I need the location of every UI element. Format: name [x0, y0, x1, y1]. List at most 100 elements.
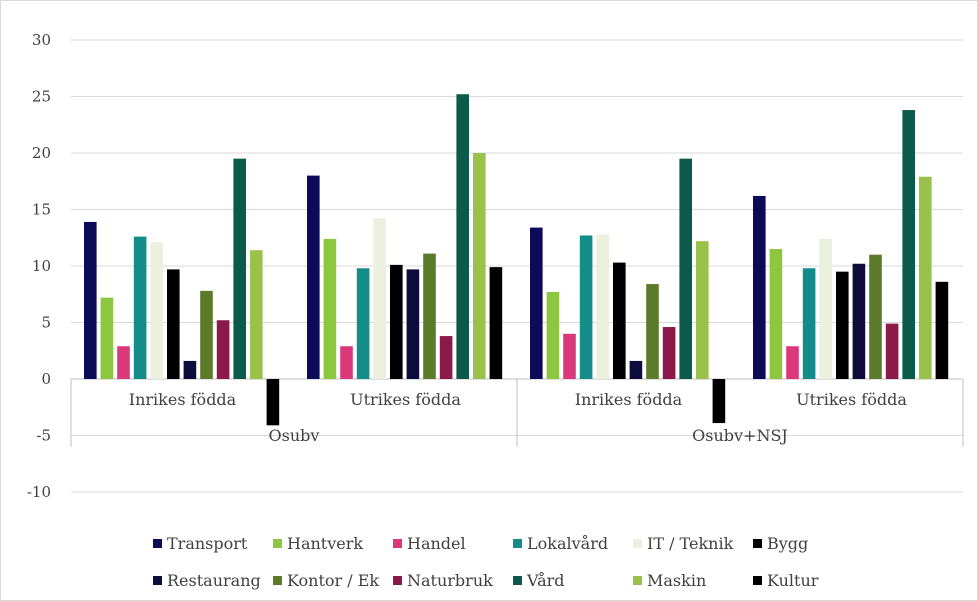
bar	[579, 235, 593, 379]
legend-row: Restaurang Kontor / Ek Naturbruk Vård Maskin…	[153, 562, 873, 599]
bar	[563, 333, 576, 379]
bar	[373, 218, 386, 379]
bar	[233, 158, 246, 379]
legend-label: Kontor / Ek	[287, 571, 380, 590]
legend-item: Lokalvård	[513, 534, 633, 553]
y-axis-ticks: -10 -5 0 5 10 15 20 25 30	[27, 31, 51, 501]
y-tick-label: 15	[32, 201, 51, 219]
legend-swatch	[153, 539, 162, 548]
legend-item: Naturbruk	[393, 571, 513, 590]
legend-swatch	[753, 539, 762, 548]
legend-label: Kultur	[767, 571, 819, 590]
bar	[489, 267, 503, 379]
bar	[307, 175, 320, 379]
category-label: Inrikes födda	[129, 390, 237, 409]
bar	[390, 264, 403, 379]
legend-item: IT / Teknik	[633, 534, 753, 553]
bar	[439, 336, 453, 379]
bar	[133, 236, 147, 379]
bar	[786, 346, 799, 379]
bar	[266, 379, 280, 426]
y-tick-label: -5	[36, 427, 51, 445]
bar	[216, 320, 230, 379]
legend-label: Hantverk	[287, 534, 364, 553]
legend-swatch	[273, 539, 282, 548]
y-tick-label: -10	[27, 483, 51, 501]
legend-item: Transport	[153, 534, 273, 553]
legend-swatch	[633, 576, 642, 585]
legend-item: Kontor / Ek	[273, 571, 393, 590]
legend-item: Kultur	[753, 571, 873, 590]
legend-item: Vård	[513, 571, 633, 590]
bar	[406, 269, 420, 379]
legend-swatch	[513, 576, 522, 585]
y-tick-label: 10	[32, 257, 51, 275]
bar	[769, 249, 783, 379]
bar	[919, 176, 932, 379]
legend-label: IT / Teknik	[647, 534, 734, 553]
bar	[902, 110, 915, 379]
group-label: Osubv+NSJ	[692, 426, 788, 445]
bar	[100, 297, 114, 379]
bar	[679, 158, 692, 379]
legend-swatch	[273, 576, 282, 585]
legend-label: Vård	[527, 571, 565, 590]
bar	[546, 291, 560, 379]
group-label: Osubv	[269, 426, 320, 445]
legend-swatch	[393, 539, 402, 548]
bar	[712, 379, 726, 424]
legend-item: Restaurang	[153, 571, 273, 590]
bars	[84, 94, 949, 426]
bar	[167, 269, 180, 379]
legend-swatch	[153, 576, 162, 585]
bar	[423, 253, 436, 379]
y-tick-label: 25	[32, 88, 51, 106]
bar	[356, 268, 370, 379]
legend-swatch	[393, 576, 402, 585]
bar	[530, 227, 543, 379]
bar	[646, 284, 659, 379]
bar	[200, 290, 213, 379]
bar	[323, 238, 337, 379]
bar	[869, 254, 882, 379]
legend-label: Restaurang	[167, 571, 261, 590]
bar	[802, 268, 816, 379]
bar	[852, 263, 866, 379]
legend-item: Handel	[393, 534, 513, 553]
bar	[250, 250, 263, 379]
bar	[456, 94, 469, 380]
bar	[473, 153, 486, 379]
bar	[885, 323, 899, 379]
bar	[935, 281, 949, 379]
bar	[836, 271, 849, 379]
bar	[819, 238, 832, 379]
y-tick-label: 0	[41, 370, 51, 388]
bar-chart: -10 -5 0 5 10 15 20 25 30 Inrikes födda Utrikes f…	[27, 31, 964, 501]
legend-swatch	[753, 576, 762, 585]
legend-label: Handel	[407, 534, 466, 553]
y-tick-label: 5	[41, 314, 51, 332]
legend-label: Naturbruk	[407, 571, 493, 590]
bar	[662, 327, 676, 379]
bar	[183, 360, 197, 379]
legend-item: Bygg	[753, 534, 873, 553]
bar	[84, 221, 97, 379]
category-label: Inrikes födda	[575, 390, 683, 409]
legend-label: Bygg	[767, 534, 809, 553]
bar	[753, 195, 766, 379]
legend-label: Transport	[167, 534, 248, 553]
y-tick-label: 20	[32, 144, 51, 162]
bar	[117, 346, 130, 379]
legend-swatch	[513, 539, 522, 548]
legend-row: Transport Hantverk Handel Lokalvård IT / Tek…	[153, 525, 873, 562]
category-label: Utrikes födda	[350, 390, 461, 409]
legend-item: Maskin	[633, 571, 753, 590]
legend-label: Lokalvård	[527, 534, 609, 553]
bar	[596, 234, 609, 379]
legend-label: Maskin	[647, 571, 707, 590]
legend-swatch	[633, 539, 642, 548]
y-tick-label: 30	[32, 31, 51, 49]
bar	[629, 360, 643, 379]
category-axis: Inrikes födda Utrikes födda Inrikes födda U…	[70, 378, 964, 447]
